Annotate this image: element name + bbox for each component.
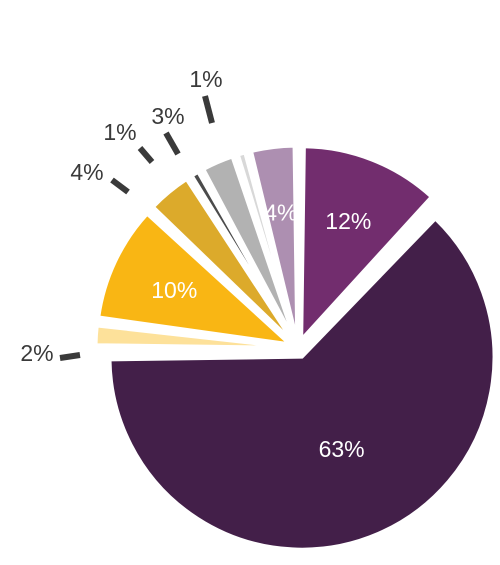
leader-line (202, 95, 215, 124)
leader-line (163, 131, 181, 156)
slice-label: 63% (319, 436, 365, 462)
pie-slice (94, 324, 290, 349)
slice-label: 2% (20, 340, 53, 366)
pie-slice (236, 151, 297, 340)
pie-slice (97, 212, 291, 346)
pie-slice (108, 217, 496, 551)
slice-label: 1% (103, 119, 136, 145)
slice-label: 1% (189, 66, 222, 92)
leader-line (59, 352, 81, 361)
slice-label: 4% (264, 199, 297, 225)
leader-line (137, 146, 155, 164)
leader-line (110, 177, 130, 195)
slice-label: 12% (325, 208, 371, 234)
slice-label: 10% (151, 277, 197, 303)
slice-label: 3% (151, 103, 184, 129)
pie-slice (300, 145, 433, 341)
pie-slice (202, 155, 296, 341)
pie-slice (152, 178, 294, 342)
pie-slice (190, 170, 295, 341)
slice-label: 4% (70, 159, 103, 185)
pie-slice (250, 144, 299, 340)
